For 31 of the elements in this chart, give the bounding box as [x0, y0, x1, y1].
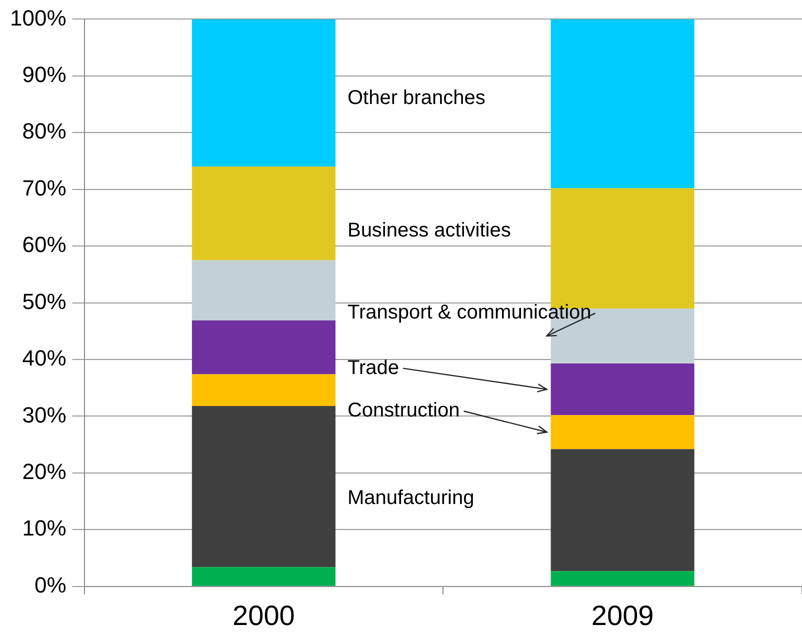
bar [192, 320, 336, 374]
y-tick-label: 90% [22, 62, 66, 87]
y-tick-label: 100% [10, 5, 66, 30]
bar [192, 19, 336, 167]
y-tick-label: 80% [22, 118, 66, 144]
series-label: Construction [347, 400, 460, 422]
bar [192, 166, 336, 260]
series-label: Transport & communication [347, 302, 592, 324]
y-tick-label: 60% [22, 232, 66, 258]
bar [192, 374, 336, 406]
y-tick-label: 30% [22, 402, 66, 428]
x-tick-label: 2000 [232, 600, 295, 631]
bar [550, 571, 694, 586]
series-label: Manufacturing [347, 486, 474, 509]
y-tick-label: 0% [34, 572, 66, 598]
x-tick-label: 2009 [591, 600, 654, 631]
bar [192, 567, 336, 586]
bar [550, 363, 694, 416]
series-label: Business activities [347, 219, 511, 242]
bar [550, 19, 694, 188]
y-tick-label: 70% [22, 175, 66, 200]
y-tick-label: 40% [22, 346, 66, 371]
bar [192, 406, 336, 568]
y-tick-label: 10% [22, 516, 66, 541]
series-label: Trade [347, 356, 399, 379]
series-label: Other branches [347, 86, 486, 109]
y-tick-label: 50% [22, 288, 66, 314]
bar [192, 260, 336, 320]
bar [550, 415, 694, 450]
bar [550, 449, 694, 572]
y-tick-label: 20% [22, 459, 66, 484]
